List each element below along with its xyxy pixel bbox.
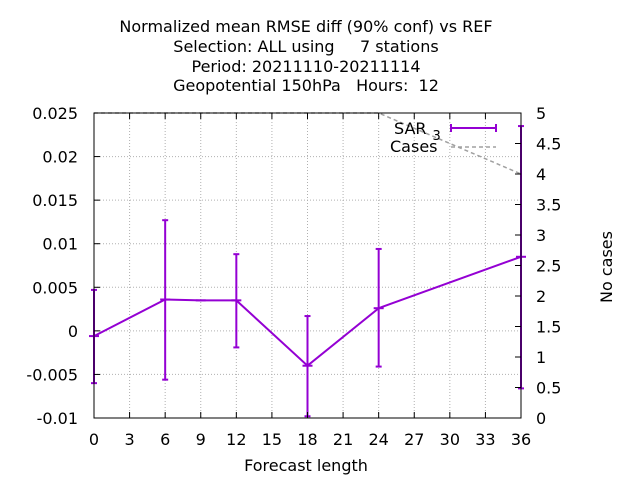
- x-tick-label: 33: [475, 430, 495, 449]
- axis-ticks: 0 3 6 9 12 15 18 21 24 27 30 33 36-0.01-0.00500.0050…: [26, 104, 561, 449]
- y2-tick-label: 3.5: [536, 196, 561, 215]
- x-tick-label: 24: [368, 430, 388, 449]
- y-tick-label: -0.01: [37, 409, 78, 428]
- x-tick-label: 27: [404, 430, 424, 449]
- y2-tick-label: 1.5: [536, 318, 561, 337]
- y2-tick-label: 4: [536, 165, 546, 184]
- y-tick-label: 0.025: [32, 104, 78, 123]
- x-tick-label: 30: [440, 430, 460, 449]
- title-line-4: Geopotential 150hPa Hours: 12: [173, 76, 439, 95]
- x-tick-label: 0: [89, 430, 99, 449]
- legend-cases-label: Cases: [390, 137, 438, 156]
- legend-sar-label: SAR 3: [394, 119, 441, 144]
- x-tick-label: 36: [511, 430, 531, 449]
- x-tick-label: 6: [160, 430, 170, 449]
- y-tick-label: 0.02: [42, 148, 78, 167]
- title-line-2: Selection: ALL using 7 stations: [173, 37, 438, 56]
- y2-tick-label: 2: [536, 287, 546, 306]
- x-tick-label: 18: [297, 430, 317, 449]
- y2-tick-label: 3: [536, 226, 546, 245]
- x-axis-label: Forecast length: [244, 456, 368, 475]
- y2-tick-label: 0.5: [536, 379, 561, 398]
- y2-tick-label: 1: [536, 348, 546, 367]
- title-line-3: Period: 20211110-20211114: [191, 57, 420, 76]
- y-tick-label: 0.01: [42, 235, 78, 254]
- y-tick-label: 0: [68, 322, 78, 341]
- y2-tick-label: 0: [536, 409, 546, 428]
- title-line-1: Normalized mean RMSE diff (90% conf) vs …: [119, 17, 492, 36]
- legend: SAR 3 Cases: [390, 119, 497, 156]
- chart-title: Normalized mean RMSE diff (90% conf) vs …: [119, 17, 492, 95]
- y2-tick-label: 2.5: [536, 257, 561, 276]
- x-tick-label: 21: [333, 430, 353, 449]
- y2-axis-label: No cases: [597, 231, 616, 303]
- y-tick-label: -0.005: [26, 365, 78, 384]
- y-tick-label: 0.005: [32, 278, 78, 297]
- y2-tick-label: 4.5: [536, 135, 561, 154]
- y-tick-label: 0.015: [32, 191, 78, 210]
- x-tick-label: 9: [196, 430, 206, 449]
- sar-series: [89, 125, 526, 418]
- x-tick-label: 12: [226, 430, 246, 449]
- x-tick-label: 15: [262, 430, 282, 449]
- x-tick-label: 3: [124, 430, 134, 449]
- y2-tick-label: 5: [536, 104, 546, 123]
